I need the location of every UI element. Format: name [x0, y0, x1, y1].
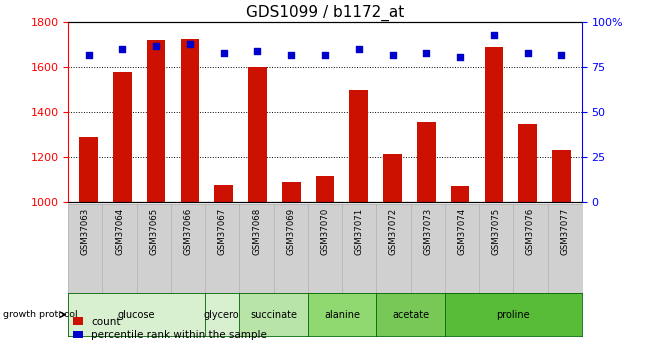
- Text: GSM37075: GSM37075: [491, 208, 500, 255]
- Text: GSM37069: GSM37069: [286, 208, 295, 255]
- Bar: [181, 39, 199, 202]
- Title: GDS1099 / b1172_at: GDS1099 / b1172_at: [246, 5, 404, 21]
- Point: [523, 50, 533, 56]
- Point: [286, 52, 296, 58]
- Text: growth protocol: growth protocol: [3, 310, 77, 319]
- Bar: [79, 137, 98, 202]
- Point: [489, 32, 499, 38]
- Text: GSM37071: GSM37071: [355, 208, 364, 255]
- Point: [421, 50, 432, 56]
- Legend: count, percentile rank within the sample: count, percentile rank within the sample: [73, 317, 267, 340]
- Point: [185, 41, 195, 47]
- Text: glycerol: glycerol: [203, 310, 242, 320]
- Bar: [552, 150, 571, 202]
- Point: [151, 43, 161, 49]
- Bar: [316, 176, 334, 202]
- Bar: [384, 154, 402, 202]
- Text: GSM37068: GSM37068: [252, 208, 261, 255]
- Point: [117, 47, 127, 52]
- Bar: [451, 186, 469, 202]
- Text: alanine: alanine: [324, 310, 360, 320]
- Point: [83, 52, 94, 58]
- Text: succinate: succinate: [250, 310, 297, 320]
- Point: [320, 52, 330, 58]
- Text: GSM37065: GSM37065: [150, 208, 159, 255]
- Point: [354, 47, 364, 52]
- Text: GSM37072: GSM37072: [389, 208, 398, 255]
- Text: proline: proline: [497, 310, 530, 320]
- Point: [556, 52, 567, 58]
- Bar: [214, 185, 233, 202]
- Point: [218, 50, 229, 56]
- Text: GSM37066: GSM37066: [183, 208, 192, 255]
- Text: GSM37073: GSM37073: [423, 208, 432, 255]
- Bar: [113, 72, 131, 202]
- Text: acetate: acetate: [392, 310, 429, 320]
- Bar: [519, 125, 537, 202]
- Text: glucose: glucose: [118, 310, 155, 320]
- Point: [455, 54, 465, 59]
- Text: GSM37067: GSM37067: [218, 208, 227, 255]
- Text: GSM37076: GSM37076: [526, 208, 535, 255]
- Bar: [485, 47, 503, 202]
- Bar: [282, 181, 300, 202]
- Text: GSM37077: GSM37077: [560, 208, 569, 255]
- Bar: [147, 40, 165, 202]
- Point: [252, 48, 263, 54]
- Bar: [248, 67, 266, 202]
- Text: GSM37070: GSM37070: [320, 208, 330, 255]
- Text: GSM37063: GSM37063: [81, 208, 90, 255]
- Text: GSM37074: GSM37074: [458, 208, 467, 255]
- Bar: [350, 90, 368, 202]
- Point: [387, 52, 398, 58]
- Bar: [417, 122, 436, 202]
- Text: GSM37064: GSM37064: [115, 208, 124, 255]
